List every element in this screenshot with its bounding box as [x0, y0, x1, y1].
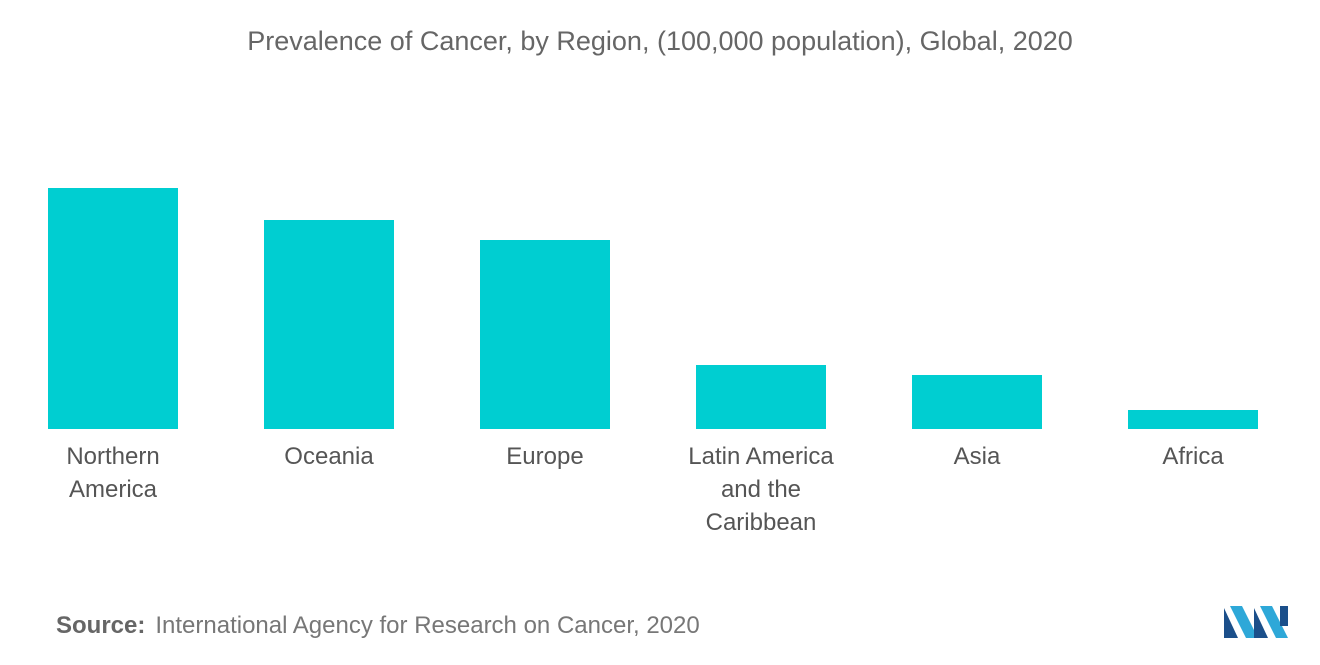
bar [696, 365, 826, 429]
bar [264, 220, 394, 429]
bar [912, 375, 1042, 429]
source-text: International Agency for Research on Can… [155, 612, 700, 639]
x-tick-label: Europe [506, 443, 584, 470]
source-label: Source: [56, 612, 146, 639]
bar [48, 188, 178, 429]
x-tick-label: Northern America [66, 443, 160, 503]
chart-title: Prevalence of Cancer, by Region, (100,00… [247, 26, 1073, 56]
source: Source: International Agency for Research… [56, 612, 700, 640]
bar [1128, 410, 1258, 429]
bar [480, 240, 610, 429]
x-tick-label: Africa [1162, 443, 1224, 470]
x-tick-label: Asia [953, 443, 1001, 470]
logo [1224, 606, 1288, 638]
x-tick-label: Latin America and the Caribbean [688, 443, 834, 536]
x-tick-label: Oceania [284, 443, 374, 470]
